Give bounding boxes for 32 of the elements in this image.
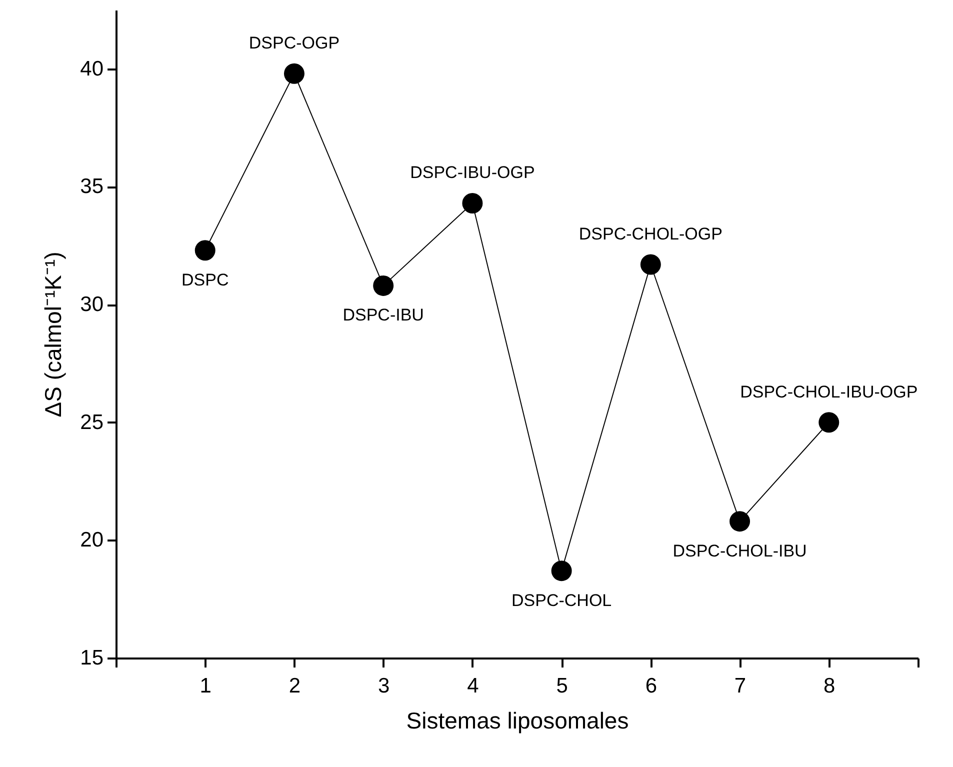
point: [194, 240, 216, 261]
point: [818, 412, 840, 433]
x-tick-label: 2: [288, 674, 301, 698]
x-tick-label: 6: [645, 674, 658, 698]
x-tick-label: 3: [378, 674, 390, 698]
y-tick-label: 30: [80, 293, 104, 316]
annotation: DSPC-OGP: [248, 34, 340, 53]
annotation: DSPC-IBU: [342, 306, 424, 325]
point: [551, 560, 572, 582]
x-tick-label: 4: [467, 674, 480, 698]
y-axis-title: ΔS (calmol⁻¹K⁻¹): [40, 252, 66, 418]
y-tick-label: 35: [80, 175, 104, 198]
point: [462, 192, 483, 214]
y-tick-label: 40: [80, 57, 104, 80]
x-tick-label: 5: [556, 674, 568, 698]
x-tick-label: 8: [824, 674, 836, 698]
annotation: DSPC: [181, 270, 229, 290]
y-tick-label: 20: [80, 528, 104, 552]
y-tick-label: 25: [80, 410, 104, 434]
annotation: DSPC-CHOL: [511, 590, 612, 610]
x-tick-label: 1: [200, 674, 212, 698]
point: [730, 511, 750, 532]
point: [373, 275, 394, 296]
annotation: DSPC-CHOL-IBU: [672, 541, 807, 560]
y-tick-label: 15: [80, 646, 104, 670]
x-axis-title: Sistemas liposomales: [406, 708, 629, 734]
point: [284, 63, 304, 84]
annotation: DSPC-CHOL-OGP: [578, 224, 722, 244]
annotation: DSPC-IBU-OGP: [410, 163, 535, 182]
point: [640, 254, 661, 275]
annotation: DSPC-CHOL-IBU-OGP: [740, 382, 918, 402]
x-tick-label: 7: [734, 674, 746, 698]
